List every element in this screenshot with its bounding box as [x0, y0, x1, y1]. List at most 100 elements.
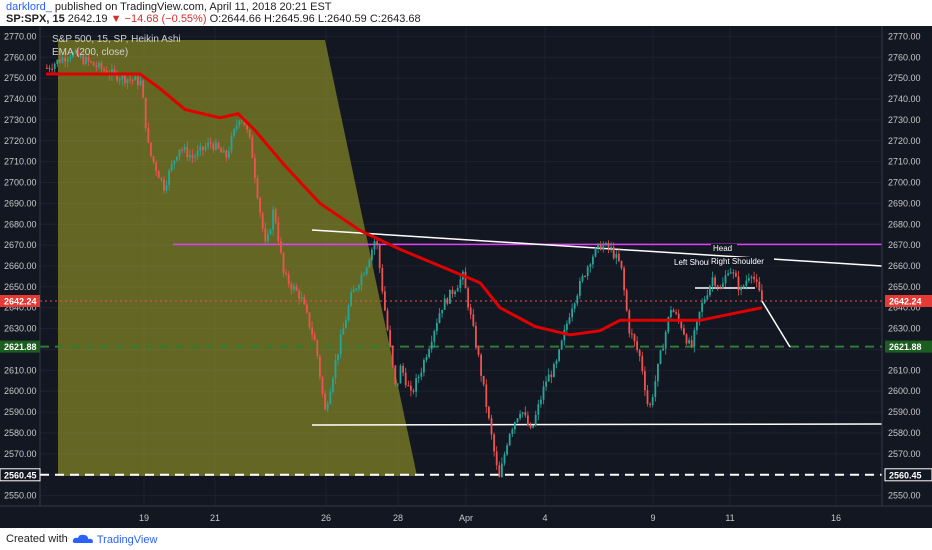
created-with-label: Created with	[6, 533, 68, 545]
candle-body	[685, 334, 688, 344]
candle-body	[716, 285, 719, 288]
candle-body	[745, 280, 748, 286]
candle-body	[290, 284, 293, 290]
candle-body	[714, 277, 716, 286]
candle-body	[696, 320, 698, 331]
candle-body	[407, 385, 410, 387]
candle-body	[753, 276, 755, 280]
author-link[interactable]: darklord_	[6, 1, 52, 13]
close-label: C:	[369, 13, 381, 25]
candle-body	[129, 79, 131, 81]
candle-body	[178, 149, 181, 157]
candle-body	[706, 295, 709, 300]
candle-body	[207, 142, 209, 147]
candle-body	[53, 63, 56, 69]
candle-body	[750, 276, 753, 279]
candle-body	[46, 67, 48, 69]
candle-body	[209, 142, 212, 144]
candle-body	[573, 303, 576, 309]
candle-body	[664, 331, 667, 349]
candle-body	[124, 74, 126, 84]
head-label: Head	[713, 244, 732, 253]
candle-body	[134, 76, 137, 81]
candle-body	[285, 272, 287, 275]
candle-body	[511, 429, 514, 434]
candle-body	[485, 384, 488, 407]
current-price-badge-right	[885, 295, 932, 307]
candle-body	[563, 329, 566, 341]
candle-body	[542, 386, 545, 400]
candle-body	[451, 289, 454, 295]
open-value: 2644.66	[221, 13, 261, 25]
x-tick-label: 21	[210, 513, 220, 523]
support-badge-left	[0, 340, 40, 353]
y-tick-label-left: 2550.00	[4, 491, 37, 501]
candle-body	[329, 391, 332, 405]
candle-body	[456, 288, 459, 292]
y-tick-label-right: 2650.00	[888, 282, 921, 292]
candle-body	[334, 360, 337, 379]
candle-body	[558, 349, 560, 361]
candle-body	[524, 412, 527, 416]
candle-body	[586, 266, 589, 277]
candle-body	[181, 149, 183, 151]
publish-line: darklord_ published on TradingView.com, …	[6, 1, 332, 13]
candle-body	[727, 273, 729, 276]
tradingview-logo[interactable]: TradingView	[72, 533, 157, 546]
candle-body	[501, 463, 503, 478]
candle-body	[176, 156, 178, 161]
y-tick-label-left: 2720.00	[4, 136, 37, 146]
candle-body	[553, 364, 555, 378]
candle-body	[222, 150, 225, 153]
candle-body	[378, 244, 381, 269]
candle-body	[308, 312, 311, 328]
candle-body	[662, 348, 664, 351]
candle-body	[646, 390, 649, 404]
candle-body	[77, 50, 79, 57]
ohlc-line: SP:SPX, 15 2642.19 ▼ −14.68 (−0.55%) O:2…	[6, 13, 421, 25]
candle-body	[355, 288, 358, 290]
candle-body	[599, 243, 602, 250]
candle-body	[758, 281, 761, 291]
current-price-label-left: 2642.24	[4, 297, 37, 307]
chart-legend: S&P 500, 15, SP, Heikin Ashi EMA (200, c…	[52, 34, 181, 58]
candle-body	[254, 158, 256, 179]
y-tick-label-left: 2680.00	[4, 219, 37, 229]
candle-body	[607, 242, 610, 249]
x-tick-label: 28	[393, 513, 403, 523]
candle-body	[602, 245, 605, 250]
candle-body	[90, 61, 92, 63]
current-price-label-right: 2642.24	[889, 297, 922, 307]
y-tick-label-left: 2630.00	[4, 324, 37, 334]
support-badge-right	[885, 340, 932, 353]
y-tick-label-left: 2740.00	[4, 94, 37, 104]
candle-body	[597, 243, 599, 248]
candle-body	[490, 418, 493, 435]
candle-body	[412, 390, 415, 392]
candle-body	[683, 328, 685, 335]
candle-body	[391, 345, 394, 366]
price-chart[interactable]: Left Shoulder Head Right Shoulder 2770.0…	[0, 26, 932, 528]
candle-body	[545, 381, 547, 387]
y-tick-label-left: 2660.00	[4, 261, 37, 271]
candle-body	[641, 356, 644, 372]
y-tick-label-right: 2550.00	[888, 491, 921, 501]
candle-body	[397, 383, 399, 385]
candle-body	[165, 184, 168, 191]
candle-body	[261, 212, 264, 229]
y-tick-label-left: 2600.00	[4, 386, 37, 396]
y-tick-label-right: 2580.00	[888, 428, 921, 438]
candle-body	[467, 288, 469, 308]
candle-body	[235, 125, 238, 129]
y-tick-label-right: 2590.00	[888, 407, 921, 417]
candle-body	[529, 425, 532, 428]
candle-body	[581, 275, 584, 282]
bottom-level-badge-right	[884, 468, 932, 482]
left-shoulder-label-bg	[672, 258, 714, 267]
candle-body	[319, 356, 321, 377]
candle-body	[337, 354, 339, 361]
candle-body	[566, 323, 568, 330]
candle-body	[404, 372, 407, 386]
candle-body	[280, 241, 282, 253]
tradingview-cloud-icon	[72, 534, 93, 543]
